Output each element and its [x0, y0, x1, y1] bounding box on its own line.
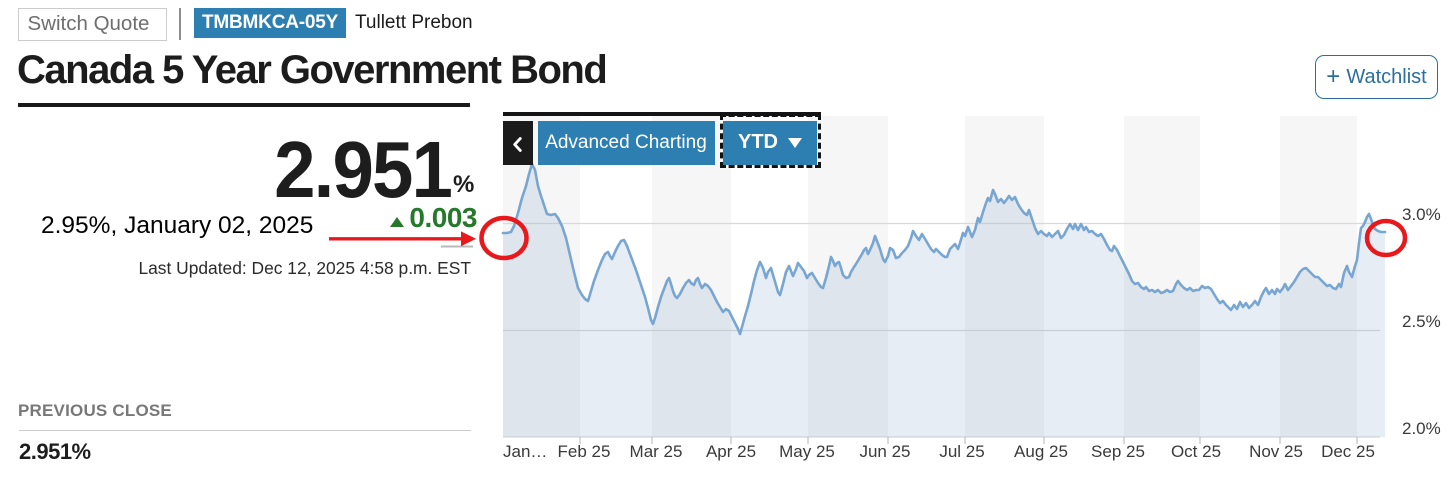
svg-text:2.0%: 2.0%	[1402, 419, 1441, 438]
svg-text:Feb 25: Feb 25	[558, 442, 611, 461]
svg-text:Oct 25: Oct 25	[1171, 442, 1221, 461]
svg-text:Dec 25: Dec 25	[1321, 442, 1375, 461]
svg-text:Jan…: Jan…	[503, 442, 547, 461]
svg-text:2.5%: 2.5%	[1402, 312, 1441, 331]
svg-text:Jun 25: Jun 25	[859, 442, 910, 461]
svg-text:Sep 25: Sep 25	[1091, 442, 1145, 461]
svg-text:Aug 25: Aug 25	[1014, 442, 1068, 461]
svg-text:May 25: May 25	[779, 442, 835, 461]
svg-text:Mar 25: Mar 25	[630, 442, 683, 461]
svg-text:Apr 25: Apr 25	[706, 442, 756, 461]
svg-text:Jul 25: Jul 25	[939, 442, 984, 461]
svg-text:3.0%: 3.0%	[1402, 205, 1441, 224]
svg-text:Nov 25: Nov 25	[1249, 442, 1303, 461]
